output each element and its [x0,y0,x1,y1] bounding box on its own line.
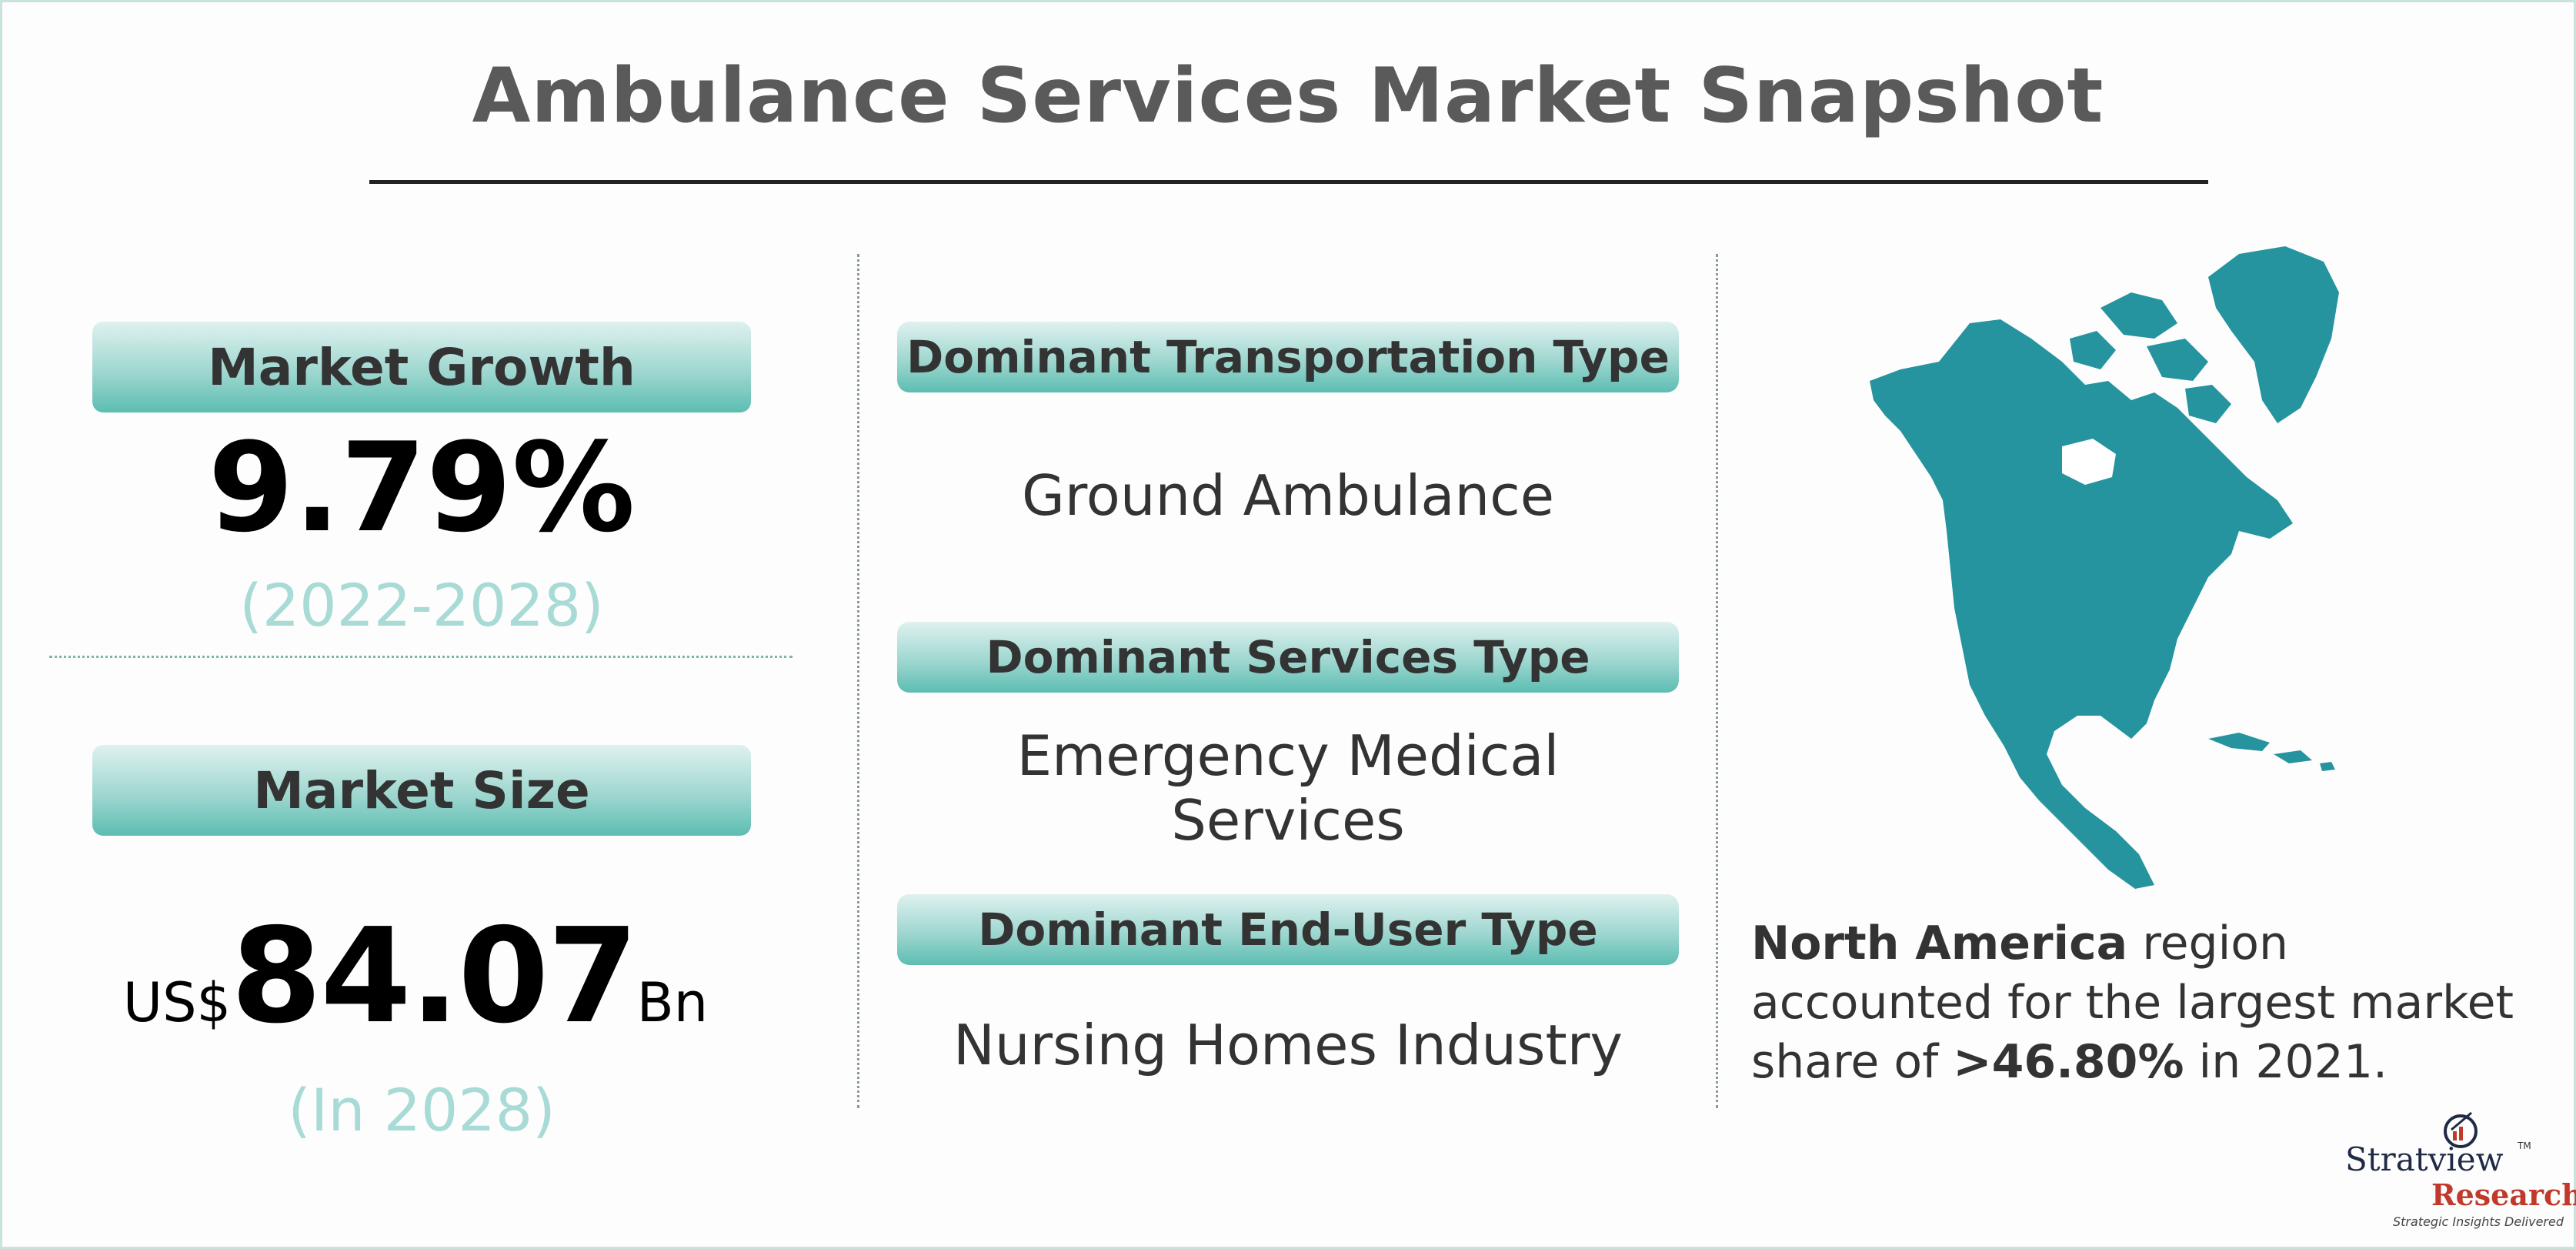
logo-tm: TM [2518,1140,2531,1151]
market-growth-period: (2022-2028) [239,571,604,640]
market-size-suffix: Bn [636,971,709,1034]
region-summary: North America region accounted for the l… [1751,914,2528,1092]
stratview-logo: Stratview TM Research Strategic Insights… [2339,1107,2576,1230]
region-text-1: region accounted for the largest market … [1751,917,2514,1089]
dominant-services-label: Dominant Services Type [897,622,1679,693]
market-size-value-line: US$ 84.07 Bn [92,900,739,1053]
region-share: >46.80% [1953,1035,2184,1089]
column-divider-left [857,254,859,1108]
market-size-prefix: US$ [122,971,232,1034]
dominant-services-value-line2: Services [1171,788,1405,853]
title-underline [369,180,2208,184]
logo-research: Research [2431,1177,2576,1212]
region-name: North America [1751,917,2128,970]
dominant-transportation-label: Dominant Transportation Type [897,322,1679,392]
dominant-end-user-value: Nursing Homes Industry [953,1013,1623,1077]
market-size-period: (In 2028) [288,1076,556,1144]
logo-tagline: Strategic Insights Delivered [2393,1214,2564,1229]
growth-size-divider [49,656,792,658]
logo-word: Stratview [2345,1140,2504,1178]
region-text-2: in 2021. [2184,1035,2388,1089]
dominant-services-value-line1: Emergency Medical [1016,723,1560,788]
north-america-map [1870,246,2339,889]
market-size-value: 84.07 [231,900,639,1053]
market-size-label: Market Size [92,745,751,836]
market-growth-label: Market Growth [92,322,751,412]
column-divider-right [1716,254,1718,1108]
dominant-end-user-label: Dominant End-User Type [897,894,1679,965]
page-title: Ambulance Services Market Snapshot [472,52,2104,140]
market-growth-value: 9.79% [208,416,636,559]
dominant-transportation-value: Ground Ambulance [1021,463,1555,528]
stratview-logo-icon [2444,1111,2478,1148]
